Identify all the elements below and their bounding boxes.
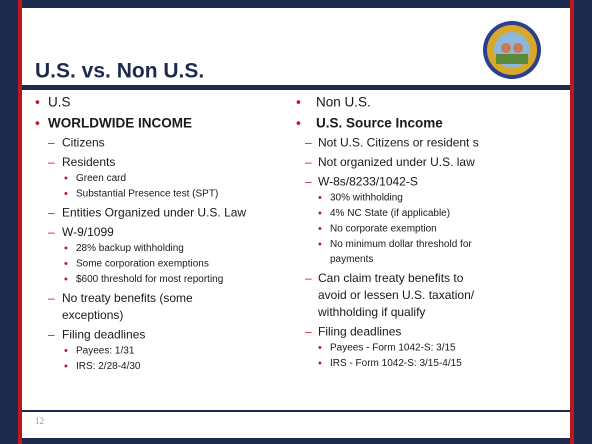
left-red-bar xyxy=(18,0,22,444)
bullet-text: 28% backup withholding xyxy=(76,243,184,254)
bullet-marker: • xyxy=(64,258,68,270)
bullet-text: No minimum dollar threshold for xyxy=(330,239,472,250)
bullet-marker: • xyxy=(318,342,322,354)
dash-marker: – xyxy=(48,225,55,239)
bullet-marker: • xyxy=(35,94,40,110)
bullet-text: Citizens xyxy=(62,136,105,150)
bullet-text: Not organized under U.S. law xyxy=(318,155,475,169)
right-red-bar xyxy=(570,0,574,444)
dash-marker: – xyxy=(305,136,312,150)
bullet-marker: • xyxy=(64,273,68,285)
bullet-marker: • xyxy=(64,172,68,184)
bullet-marker: • xyxy=(318,357,322,369)
bullet-text: $600 threshold for most reporting xyxy=(76,274,223,285)
slide-title: U.S. vs. Non U.S. xyxy=(35,60,204,83)
bullet-text: Residents xyxy=(62,155,115,169)
bullet-marker: • xyxy=(296,115,301,131)
dash-marker: – xyxy=(48,136,55,150)
bullet-text: Entities Organized under U.S. Law xyxy=(62,206,246,220)
bullet-text: IRS - Form 1042-S: 3/15-4/15 xyxy=(330,358,462,369)
bullet-text: withholding if qualify xyxy=(317,305,425,319)
dash-marker: – xyxy=(305,155,312,169)
bullet-marker: • xyxy=(318,223,322,235)
seal xyxy=(483,21,541,79)
bullet-text: exceptions) xyxy=(62,308,123,322)
title-rule xyxy=(22,85,570,90)
dash-marker: – xyxy=(305,271,312,285)
bullet-text: avoid or lessen U.S. taxation/ xyxy=(318,288,475,302)
dash-marker: – xyxy=(305,325,312,339)
dash-marker: – xyxy=(48,206,55,220)
bullet-text: IRS: 2/28-4/30 xyxy=(76,361,141,372)
bullet-marker: • xyxy=(318,192,322,204)
page-number: 12 xyxy=(35,416,44,426)
bullet-text: Filing deadlines xyxy=(318,325,401,339)
bullet-marker: • xyxy=(64,188,68,200)
bullet-marker: • xyxy=(64,345,68,357)
slide-body xyxy=(22,8,570,438)
bullet-text: Non U.S. xyxy=(316,95,371,110)
bullet-marker: • xyxy=(35,115,40,131)
dash-marker: – xyxy=(48,291,55,305)
bullet-text: payments xyxy=(330,254,373,265)
bullet-text: Payees: 1/31 xyxy=(76,346,135,357)
dash-marker: – xyxy=(305,175,312,189)
bullet-marker: • xyxy=(64,360,68,372)
bullet-text: Not U.S. Citizens or resident s xyxy=(318,136,479,150)
bullet-text: Some corporation exemptions xyxy=(76,259,209,270)
bullet-marker: • xyxy=(64,242,68,254)
bullet-text: No treaty benefits (some xyxy=(62,291,193,305)
bullet-text: 30% withholding xyxy=(330,193,403,204)
bullet-text: Green card xyxy=(76,173,126,184)
bullet-text: No corporate exemption xyxy=(330,224,437,235)
bullet-text: W-9/1099 xyxy=(62,225,114,239)
bullet-text: Payees - Form 1042-S: 3/15 xyxy=(330,343,456,354)
bullet-text: Filing deadlines xyxy=(62,328,145,342)
bullet-marker: • xyxy=(296,94,301,110)
bullet-text: 4% NC State (if applicable) xyxy=(330,208,450,219)
bullet-marker: • xyxy=(318,238,322,250)
bullet-text: Substantial Presence test (SPT) xyxy=(76,189,218,200)
bullet-text: WORLDWIDE INCOME xyxy=(48,116,192,131)
dash-marker: – xyxy=(48,328,55,342)
footer-rule xyxy=(22,410,570,412)
bullet-text: U.S. Source Income xyxy=(316,116,443,131)
bullet-text: W-8s/8233/1042-S xyxy=(318,175,418,189)
bullet-marker: • xyxy=(318,207,322,219)
bullet-text: U.S xyxy=(48,95,71,110)
dash-marker: – xyxy=(48,155,55,169)
bullet-text: Can claim treaty benefits to xyxy=(318,271,464,285)
